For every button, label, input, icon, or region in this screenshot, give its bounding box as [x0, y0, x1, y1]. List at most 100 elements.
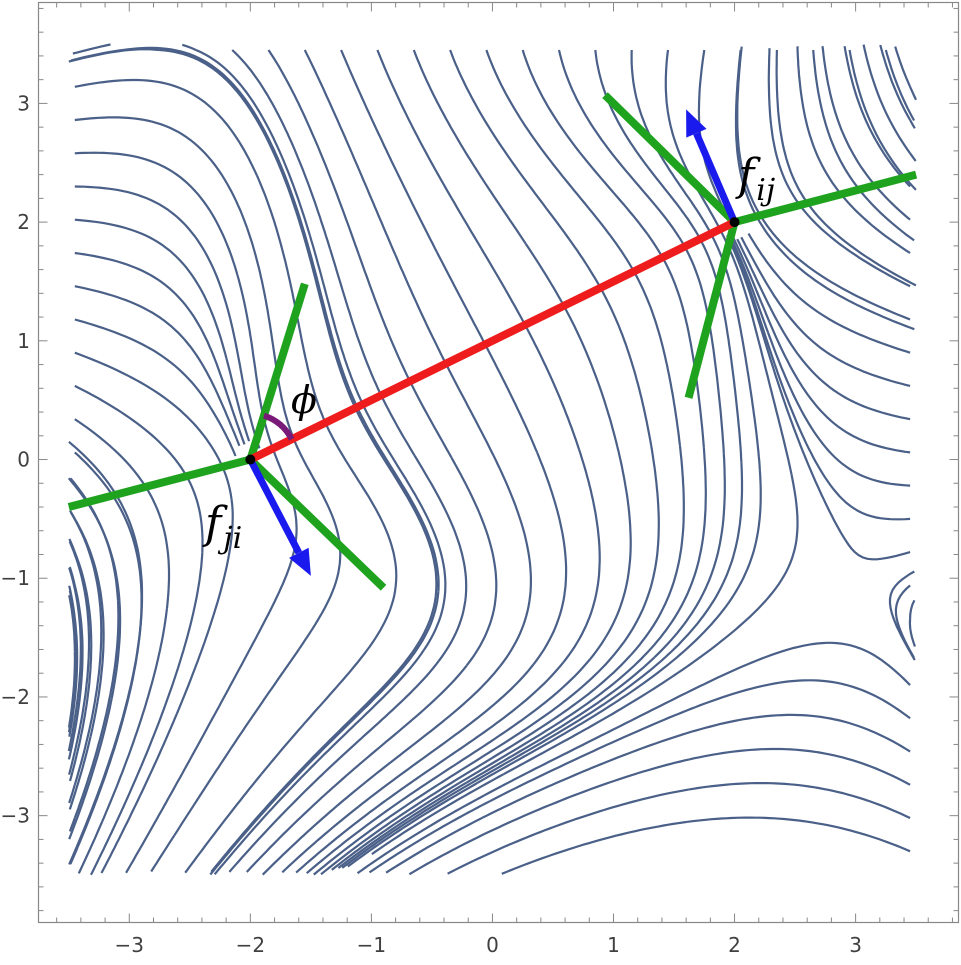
- streamline: [429, 656, 614, 791]
- streamline: [465, 656, 656, 784]
- streamline: [843, 46, 911, 188]
- streamline: [67, 585, 84, 760]
- x-tick-label: −1: [357, 933, 386, 957]
- y-tick-labels: −3 −2 −1 0 1 2 3: [1, 91, 30, 827]
- streamline: [630, 49, 721, 253]
- streamline: [678, 236, 725, 454]
- y-tick-label: 1: [17, 329, 30, 353]
- streamline: [125, 697, 225, 874]
- streamline: [884, 49, 916, 122]
- streamline: [69, 510, 76, 520]
- streamline: [69, 655, 138, 865]
- green-arm: [67, 455, 252, 511]
- streamline: [879, 44, 912, 121]
- streamline: [476, 758, 691, 839]
- streamline: [470, 660, 662, 785]
- streamline: [532, 452, 568, 666]
- streamline: [228, 818, 279, 873]
- streamline: [357, 253, 453, 459]
- streamline: [447, 859, 475, 875]
- y-tick-label: 3: [17, 91, 30, 115]
- streamline: [358, 663, 535, 808]
- streamline: [894, 584, 915, 659]
- streamline: [476, 662, 670, 785]
- streamline: [894, 46, 912, 88]
- streamline: [231, 49, 332, 250]
- streamline: [730, 238, 770, 333]
- streamline: [909, 152, 917, 162]
- green-arm: [602, 92, 738, 225]
- streamline: [718, 251, 761, 471]
- streamline: [100, 713, 178, 874]
- streamline: [767, 48, 773, 125]
- streamline: [489, 705, 697, 803]
- streamline: [67, 477, 76, 487]
- streamline: [347, 782, 478, 868]
- streamline: [225, 358, 251, 442]
- streamline: [328, 665, 502, 814]
- streamline: [74, 251, 229, 396]
- streamline: [68, 618, 79, 737]
- streamline: [255, 175, 315, 392]
- streamline: [320, 784, 448, 876]
- streamline: [609, 235, 681, 446]
- streamline: [222, 491, 298, 699]
- graph-overlay: [67, 92, 918, 591]
- streamline: [74, 151, 239, 276]
- x-tick-labels: −3 −2 −1 0 1 2 3: [115, 933, 862, 957]
- streamline: [313, 788, 431, 876]
- streamline: [783, 401, 911, 561]
- force-arrow-head: [289, 547, 311, 576]
- phi-label: ϕ: [291, 378, 317, 422]
- x-tick-label: 2: [728, 933, 741, 957]
- streamline: [909, 119, 916, 129]
- streamline: [236, 274, 291, 492]
- streamline: [766, 332, 911, 487]
- streamline: [412, 49, 527, 245]
- streamline: [788, 258, 915, 331]
- streamline: [210, 794, 278, 873]
- streamline: [74, 185, 232, 319]
- streamline: [908, 618, 916, 647]
- streamline: [74, 318, 237, 457]
- streamline: [501, 820, 688, 875]
- streamline: [646, 233, 705, 448]
- streamline: [68, 697, 113, 840]
- angle-arc: [262, 412, 295, 441]
- streamline: [736, 46, 746, 179]
- streamline: [695, 679, 911, 720]
- streamline: [74, 78, 258, 177]
- streamline: [821, 46, 911, 221]
- green-arm: [247, 456, 387, 591]
- streamline: [175, 498, 234, 715]
- streamline: [101, 607, 169, 822]
- streamline: [408, 836, 478, 876]
- streamline: [521, 49, 649, 236]
- streamline: [773, 363, 911, 521]
- streamline: [308, 235, 387, 447]
- streamline: [159, 48, 298, 212]
- streamline: [209, 766, 307, 876]
- streamline: [557, 49, 680, 238]
- streamline: [775, 49, 855, 250]
- streamline: [688, 782, 911, 820]
- streamline: [184, 773, 263, 874]
- green-arm: [246, 282, 309, 461]
- streamline: [385, 661, 565, 802]
- streamline: [67, 718, 76, 752]
- streamline: [376, 49, 483, 249]
- streamline: [213, 812, 269, 875]
- streamline: [68, 541, 91, 752]
- force-arrow-shaft: [247, 457, 302, 555]
- streamline: [74, 116, 248, 228]
- streamline: [68, 566, 76, 586]
- streamline: [331, 782, 460, 871]
- force-arrow-shaft: [693, 131, 738, 224]
- streamline: [90, 766, 143, 876]
- streamline: [260, 595, 396, 776]
- streamline: [660, 462, 744, 663]
- streamline: [74, 285, 234, 429]
- streamline: [732, 258, 793, 475]
- streamline: [77, 820, 104, 874]
